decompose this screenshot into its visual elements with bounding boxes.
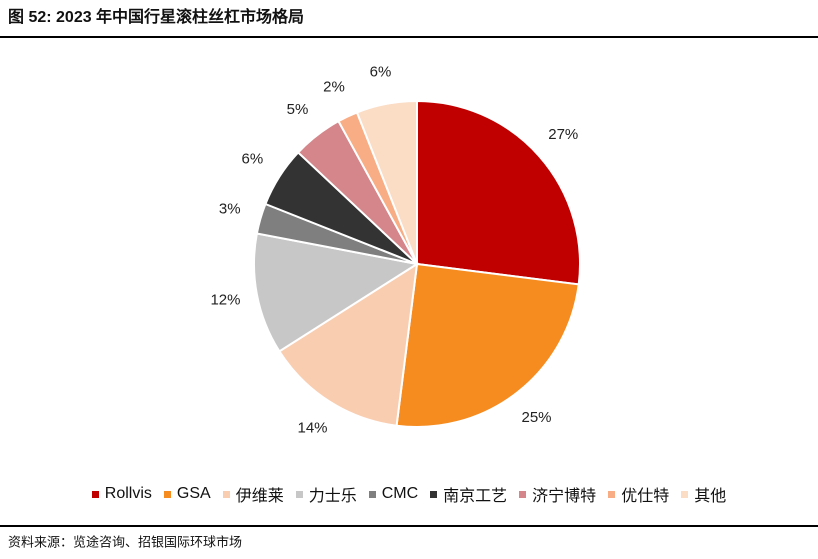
legend-item: 其他 [681, 482, 726, 506]
legend-label: 力士乐 [308, 488, 357, 505]
pie-slice [253, 232, 420, 353]
legend-swatch [91, 490, 99, 498]
legend-label: CMC [381, 485, 419, 502]
legend-swatch [295, 490, 303, 498]
chart-title: 图 52: 2023 年中国行星滚柱丝杠市场格局 [8, 7, 304, 26]
data-label: 6% [370, 63, 392, 80]
pie: 27% 25% 14% 12% 3% 6% 5% 2% 6% [210, 63, 581, 437]
pie-slice [355, 99, 418, 265]
legend-swatch [163, 490, 171, 498]
data-label: 3% [219, 201, 241, 218]
legend-item: Rollvis [91, 482, 152, 506]
data-label: 6% [242, 150, 264, 167]
legend-swatch [681, 490, 689, 498]
data-label: 25% [522, 409, 552, 426]
legend-label: 济宁博特 [532, 488, 597, 505]
data-label: 5% [287, 101, 309, 118]
legend-label: GSA [176, 485, 211, 502]
legend-swatch [430, 490, 438, 498]
legend-swatch [222, 490, 230, 498]
data-label: 2% [323, 79, 345, 96]
legend-swatch [368, 490, 376, 498]
legend: Rollvis GSA 伊维莱 力士乐 CMC 南京工艺 济宁博特 优仕特 其他 [0, 482, 818, 506]
legend-item: 南京工艺 [430, 482, 507, 506]
data-label: 12% [210, 292, 240, 309]
legend-item: 优仕特 [608, 482, 669, 506]
legend-item: 伊维莱 [222, 482, 284, 506]
legend-label: 南京工艺 [443, 488, 508, 505]
pie-slice [395, 262, 580, 428]
data-label: 14% [297, 420, 327, 437]
legend-label: Rollvis [104, 485, 152, 502]
pie-slice [416, 99, 581, 286]
pie-slice [277, 262, 419, 427]
legend-label: 优仕特 [621, 488, 670, 505]
legend-label: 伊维莱 [235, 488, 284, 505]
legend-item: GSA [163, 482, 211, 506]
data-label: 27% [548, 126, 578, 143]
legend-item: 力士乐 [295, 482, 357, 506]
legend-item: 济宁博特 [519, 482, 596, 506]
legend-swatch [519, 490, 527, 498]
source: 资料来源：览途咨询、招银国际环球市场 [8, 534, 242, 549]
legend-label: 其他 [694, 488, 727, 505]
legend-swatch [608, 490, 616, 498]
legend-item: CMC [368, 482, 419, 506]
